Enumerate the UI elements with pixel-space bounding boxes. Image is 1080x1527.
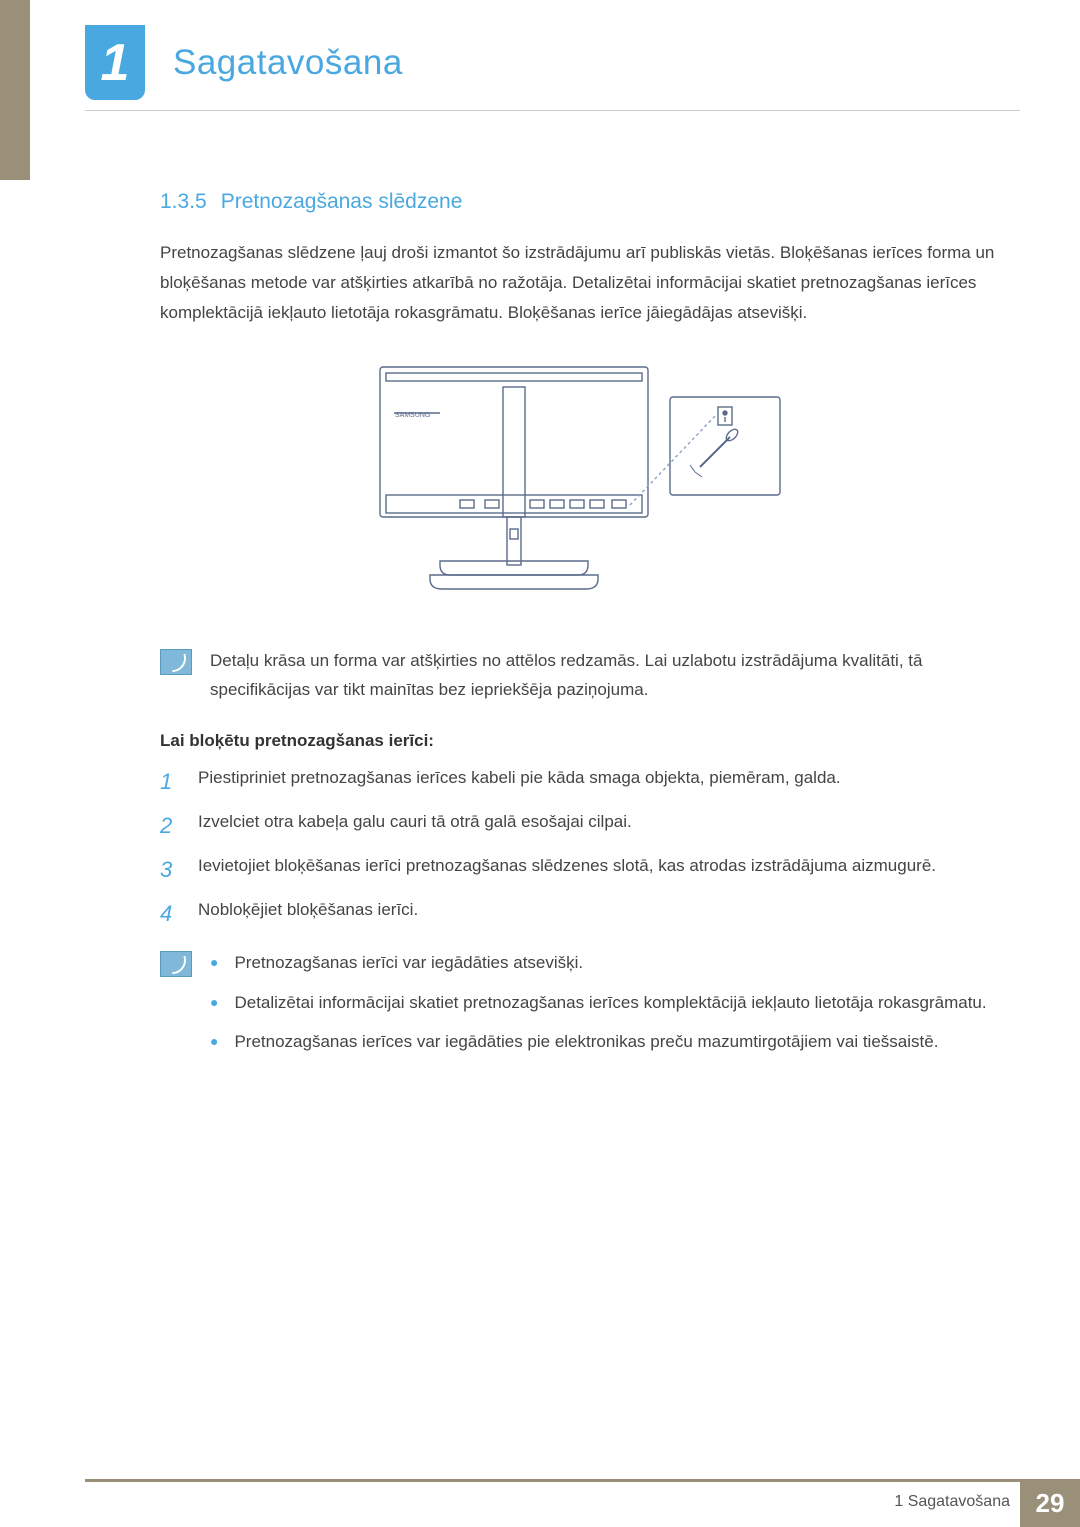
footer-divider: [85, 1479, 1080, 1482]
monitor-lock-figure: SAMSUNG: [160, 357, 1000, 607]
page-number: 29: [1020, 1479, 1080, 1527]
chapter-header: 1 Sagatavošana: [85, 25, 403, 100]
bullet-text: Detalizētai informācijai skatiet pretnoz…: [234, 989, 986, 1016]
instruction-heading: Lai bloķētu pretnozagšanas ierīci:: [160, 731, 1000, 751]
section-number: 1.3.5: [160, 190, 207, 213]
chapter-title: Sagatavošana: [173, 43, 403, 83]
steps-list: 1 Piestipriniet pretnozagšanas ierīces k…: [160, 765, 1000, 931]
bullet-dot-icon: ●: [210, 949, 218, 976]
side-tab: [0, 0, 30, 180]
bullet-item: ● Pretnozagšanas ierīces var iegādāties …: [210, 1028, 987, 1055]
page-content: 1.3.5 Pretnozagšanas slēdzene Pretnozagša…: [160, 190, 1000, 1093]
step-item: 2 Izvelciet otra kabeļa galu cauri tā ot…: [160, 809, 1000, 843]
intro-paragraph: Pretnozagšanas slēdzene ļauj droši izman…: [160, 238, 1000, 327]
footer-label: 1 Sagatavošana: [894, 1493, 1010, 1511]
note-block-2: ● Pretnozagšanas ierīci var iegādāties a…: [160, 949, 1000, 1067]
step-number: 1: [160, 765, 180, 799]
bullet-dot-icon: ●: [210, 1028, 218, 1055]
note-icon: [160, 951, 192, 977]
bullet-text: Pretnozagšanas ierīci var iegādāties ats…: [234, 949, 583, 976]
step-item: 1 Piestipriniet pretnozagšanas ierīces k…: [160, 765, 1000, 799]
section-title: Pretnozagšanas slēdzene: [221, 190, 463, 213]
section-heading: 1.3.5 Pretnozagšanas slēdzene: [160, 190, 1000, 214]
step-item: 4 Nobloķējiet bloķēšanas ierīci.: [160, 897, 1000, 931]
bullet-item: ● Detalizētai informācijai skatiet pretn…: [210, 989, 987, 1016]
bullet-text: Pretnozagšanas ierīces var iegādāties pi…: [234, 1028, 938, 1055]
step-text: Nobloķējiet bloķēšanas ierīci.: [198, 897, 418, 931]
note-block-1: Detaļu krāsa un forma var atšķirties no …: [160, 647, 1000, 705]
step-text: Piestipriniet pretnozagšanas ierīces kab…: [198, 765, 841, 799]
chapter-number-badge: 1: [85, 25, 145, 100]
step-number: 4: [160, 897, 180, 931]
step-text: Ievietojiet bloķēšanas ierīci pretnozagš…: [198, 853, 936, 887]
bullet-dot-icon: ●: [210, 989, 218, 1016]
monitor-diagram-svg: SAMSUNG: [370, 357, 790, 607]
brand-label: SAMSUNG: [395, 412, 430, 419]
header-divider: [85, 110, 1020, 111]
note-bullets: ● Pretnozagšanas ierīci var iegādāties a…: [210, 949, 987, 1067]
bullet-item: ● Pretnozagšanas ierīci var iegādāties a…: [210, 949, 987, 976]
step-number: 2: [160, 809, 180, 843]
note-icon: [160, 649, 192, 675]
step-item: 3 Ievietojiet bloķēšanas ierīci pretnoza…: [160, 853, 1000, 887]
step-number: 3: [160, 853, 180, 887]
step-text: Izvelciet otra kabeļa galu cauri tā otrā…: [198, 809, 632, 843]
page-footer: 1 Sagatavošana 29: [0, 1479, 1080, 1527]
note-text-1: Detaļu krāsa un forma var atšķirties no …: [210, 647, 1000, 705]
